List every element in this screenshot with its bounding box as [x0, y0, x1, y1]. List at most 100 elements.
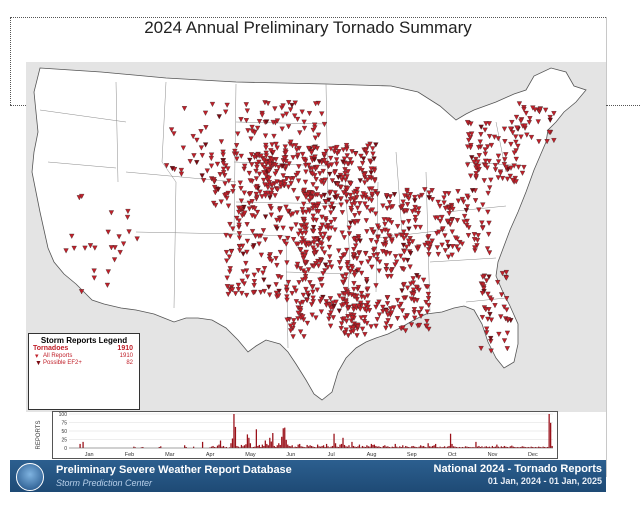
tornado-report-marker: [344, 262, 350, 268]
tornado-report-marker: [495, 280, 501, 286]
tornado-report-marker: [278, 215, 284, 221]
histogram-bar: [373, 444, 376, 448]
histogram-bar: [267, 445, 269, 448]
tornado-report-marker: [357, 166, 363, 172]
tornado-report-marker: [346, 231, 353, 237]
tornado-report-marker: [82, 245, 88, 251]
tornado-report-marker: [441, 200, 447, 206]
tornado-report-marker: [449, 217, 455, 223]
tornado-report-marker: [501, 304, 507, 310]
tornado-report-marker: [322, 231, 328, 237]
histogram-bar: [342, 437, 344, 448]
tornado-report-marker: [352, 151, 359, 157]
tornado-report-marker: [250, 290, 256, 296]
tornado-report-marker: [491, 134, 498, 140]
tornado-report-marker: [178, 171, 185, 177]
histogram-bar: [381, 447, 383, 448]
tornado-report-marker: [120, 241, 127, 247]
tornado-report-marker: [249, 213, 255, 219]
histogram-bar: [219, 440, 222, 448]
tornado-report-marker: [273, 141, 279, 147]
histogram-bar: [210, 446, 213, 448]
tornado-report-marker: [444, 239, 451, 245]
histogram-bar: [470, 447, 473, 448]
histogram-bar: [424, 446, 426, 448]
tornado-report-marker: [251, 272, 257, 278]
tornado-report-marker: [290, 155, 296, 161]
tornado-report-marker: [168, 127, 175, 133]
tornado-report-marker: [422, 242, 428, 248]
histogram-bar: [446, 446, 449, 448]
tornado-report-marker: [251, 154, 258, 160]
tornado-report-marker: [215, 187, 221, 193]
tornado-report-marker: [225, 203, 232, 209]
tornado-report-marker: [204, 168, 210, 174]
tornado-report-marker: [283, 159, 289, 165]
histogram-bar: [233, 414, 235, 448]
tornado-report-marker: [326, 244, 333, 250]
histogram-bar: [351, 441, 353, 448]
tornado-report-marker: [336, 149, 342, 155]
tornado-report-marker: [351, 272, 358, 278]
tornado-report-marker: [223, 250, 230, 256]
tornado-report-marker: [211, 178, 217, 185]
histogram-bar: [461, 446, 464, 448]
histogram-month-label: Nov: [488, 452, 498, 458]
tornado-report-marker: [322, 177, 329, 183]
tornado-report-marker: [341, 316, 347, 322]
histogram-bar: [225, 446, 228, 448]
tornado-report-marker: [503, 152, 509, 158]
tornado-report-marker: [269, 182, 276, 188]
tornado-report-marker: [228, 249, 235, 255]
tornado-report-marker: [300, 314, 306, 320]
tornado-report-marker: [286, 100, 292, 106]
tornado-report-marker: [269, 187, 275, 193]
histogram-bar: [518, 447, 520, 448]
tornado-report-marker: [274, 217, 280, 223]
tornado-report-marker: [318, 194, 325, 200]
tornado-report-marker: [198, 129, 204, 135]
tornado-report-marker: [281, 155, 287, 161]
tornado-report-marker: [354, 256, 360, 262]
daily-reports-histogram[interactable]: 100 75 50 25 0 Jan Feb Mar Apr May Jun Jul Aug Sep Oct…: [52, 411, 558, 459]
tornado-report-marker: [260, 228, 267, 234]
histogram-bar: [548, 414, 550, 448]
histogram-bar: [293, 447, 295, 448]
tornado-report-marker: [232, 291, 239, 297]
tornado-report-marker: [275, 274, 281, 280]
tornado-report-marker: [329, 178, 336, 184]
tornado-report-marker: [249, 229, 256, 235]
tornado-report-marker: [303, 230, 309, 236]
tornado-report-marker: [327, 171, 333, 177]
tornado-report-marker: [348, 205, 354, 211]
tornado-report-marker: [301, 225, 307, 231]
histogram-bar: [185, 446, 187, 448]
tornado-report-marker: [254, 161, 260, 167]
tornado-report-marker: [284, 176, 290, 182]
tornado-report-marker: [288, 139, 294, 145]
tornado-report-marker: [310, 289, 316, 295]
tornado-report-marker: [307, 280, 313, 286]
histogram-bar: [415, 446, 417, 448]
histogram-month-label: Dec: [528, 452, 538, 458]
histogram-bar: [529, 447, 531, 448]
tornado-report-marker: [225, 166, 231, 172]
tornado-report-marker: [272, 106, 278, 112]
histogram-bar: [352, 445, 355, 448]
tornado-report-marker: [478, 132, 484, 138]
us-outline: [31, 67, 587, 401]
tornado-report-marker: [495, 175, 501, 181]
tornado-report-marker: [359, 326, 366, 332]
tornado-report-marker: [302, 179, 309, 185]
tornado-report-marker: [521, 107, 527, 113]
histogram-bar: [315, 447, 317, 448]
histogram-bar: [324, 446, 326, 448]
tornado-report-marker: [236, 235, 243, 241]
tornado-report-marker: [488, 177, 494, 183]
tornado-report-marker: [310, 206, 316, 212]
tornado-report-marker: [258, 289, 264, 296]
tornado-report-marker: [339, 296, 346, 302]
tornado-report-marker: [360, 156, 367, 162]
tornado-report-marker: [340, 174, 346, 180]
tornado-report-marker: [454, 244, 460, 250]
